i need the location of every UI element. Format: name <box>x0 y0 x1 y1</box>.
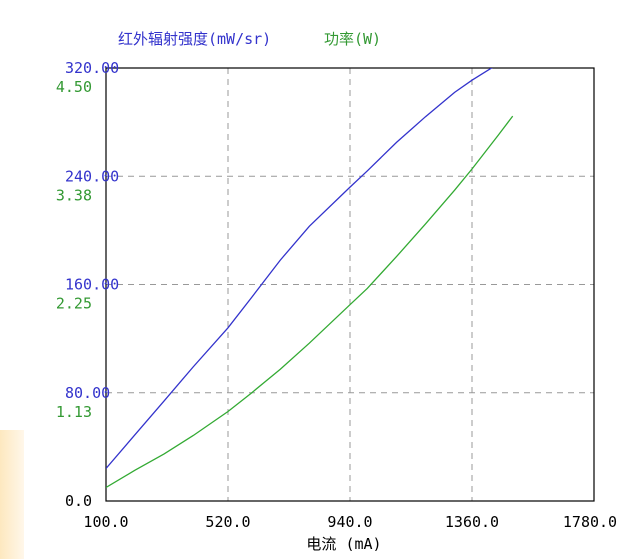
x-tick-label: 940.0 <box>327 513 372 531</box>
x-tick-label: 100.0 <box>83 513 128 531</box>
y-tick-left: 240.00 <box>65 167 119 185</box>
x-tick-label: 520.0 <box>205 513 250 531</box>
plot-frame <box>105 67 595 502</box>
series-line-radiant-intensity <box>106 68 493 469</box>
x-tick-label: 1360.0 <box>445 513 499 531</box>
y-tick-right: 2.25 <box>56 295 92 313</box>
y-tick-left: 0.0 <box>65 492 92 510</box>
y-axis-right-ticks: 1.13 2.25 3.38 4.50 <box>56 78 92 421</box>
x-axis-ticks: 100.0 520.0 940.0 1360.0 1780.0 <box>83 513 617 531</box>
chart-title-right: 功率(W) <box>324 30 381 48</box>
y-tick-left: 320.00 <box>65 59 119 77</box>
y-tick-right: 1.13 <box>56 403 92 421</box>
series-line-power <box>106 115 514 489</box>
chart-title-left: 红外辐射强度(mW/sr) <box>118 30 271 48</box>
y-tick-right: 4.50 <box>56 78 92 96</box>
grid-lines <box>106 68 594 501</box>
background-glow <box>0 430 24 559</box>
y-tick-left: 160.00 <box>65 276 119 294</box>
y-axis-left-ticks: 0.0 80.00 160.00 240.00 320.00 <box>65 59 119 510</box>
y-tick-left: 80.00 <box>65 384 110 402</box>
y-tick-right: 3.38 <box>56 186 92 204</box>
series-layer <box>106 68 514 489</box>
x-axis-label: 电流 (mA) <box>306 535 381 553</box>
x-tick-label: 1780.0 <box>563 513 617 531</box>
